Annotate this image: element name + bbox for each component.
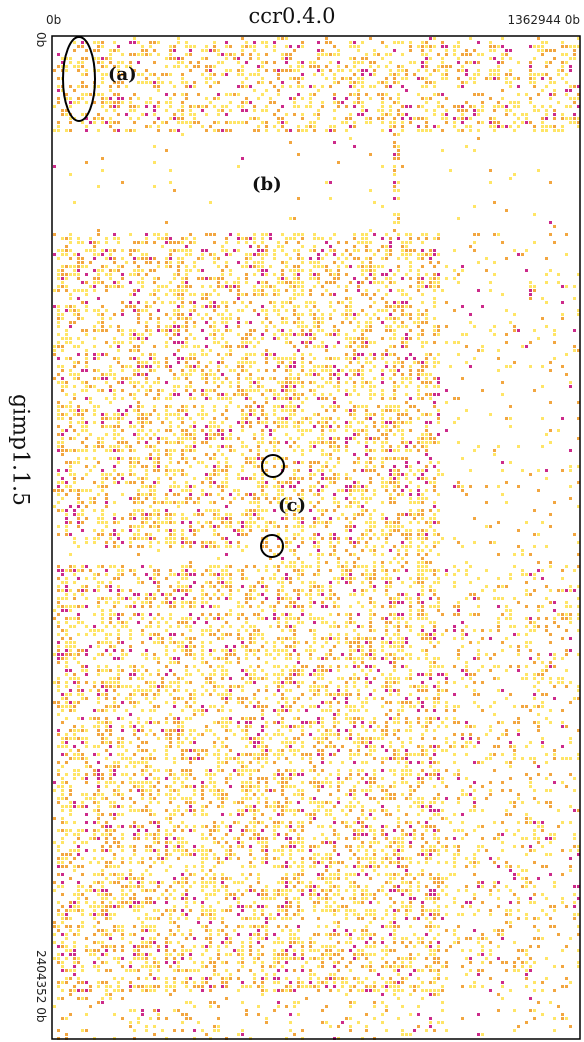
annotation-label-a: (a) xyxy=(108,64,137,85)
annotation-ellipse-a xyxy=(62,36,96,122)
heatmap-cells xyxy=(53,37,580,1040)
y-tick-end: 2404352 0b xyxy=(34,950,48,1023)
y-tick-start: 0b xyxy=(34,32,48,48)
annotation-circle-c2 xyxy=(260,534,284,558)
annotation-label-c: (c) xyxy=(278,495,306,516)
y-axis-label-wrap: gimp1.1.5 xyxy=(0,380,40,520)
x-tick-end: 1362944 0b xyxy=(507,13,580,27)
x-tick-start: 0b xyxy=(46,13,62,27)
plot-border xyxy=(51,35,581,1040)
annotation-circle-c1 xyxy=(261,454,285,478)
chart-title: ccr0.4.0 xyxy=(248,4,336,28)
y-axis-label: gimp1.1.5 xyxy=(7,393,33,507)
annotation-label-b: (b) xyxy=(252,174,282,195)
